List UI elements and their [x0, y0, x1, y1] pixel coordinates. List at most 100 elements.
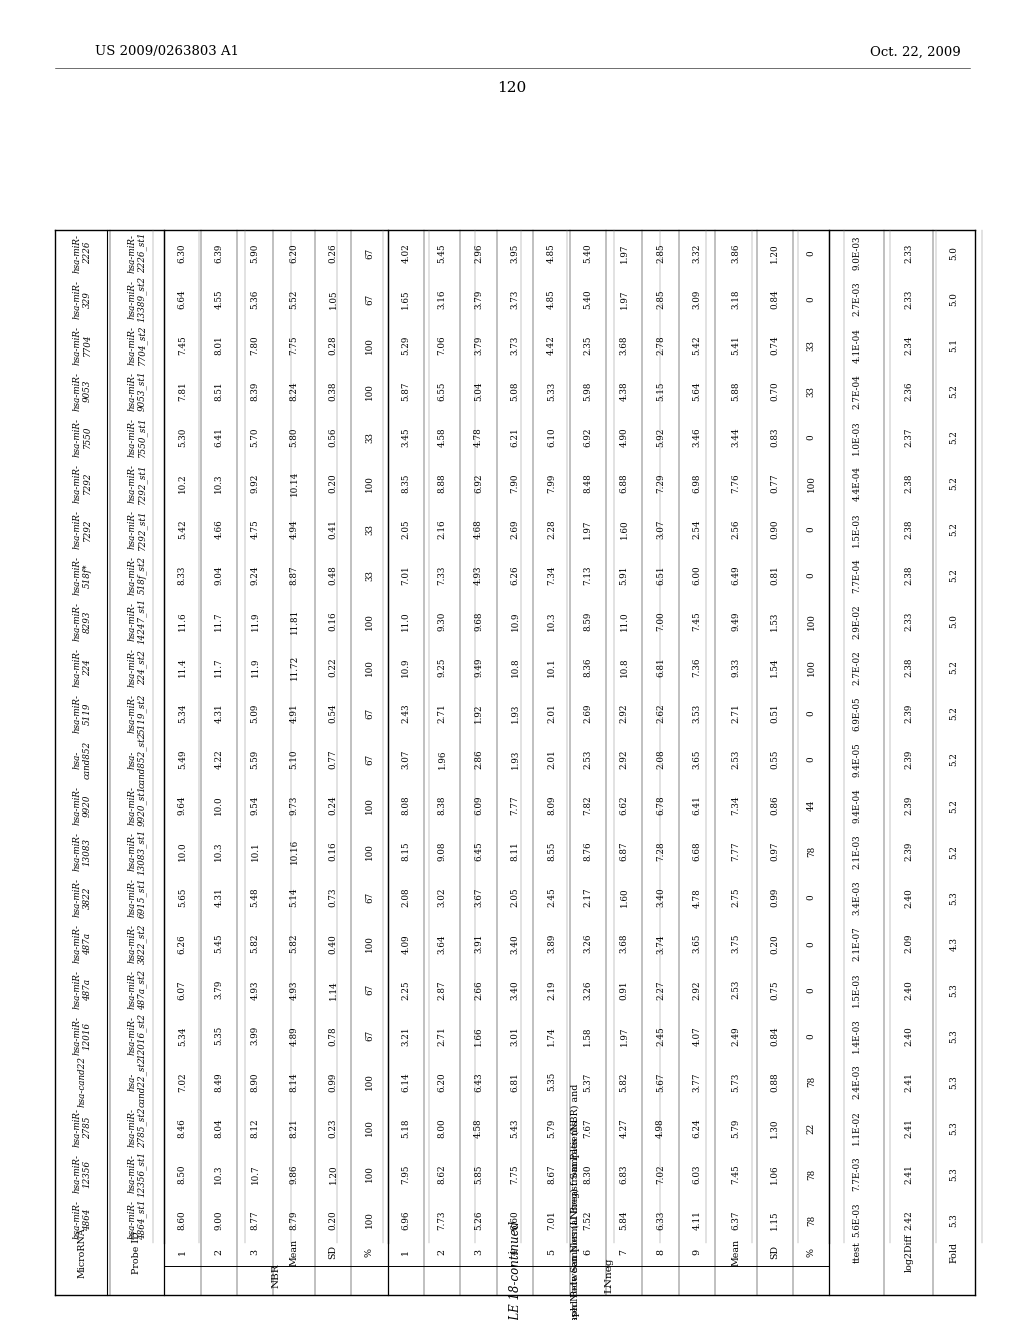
Text: 8.21: 8.21 [290, 1118, 299, 1138]
Text: 3.86: 3.86 [731, 243, 740, 263]
Text: 5.2: 5.2 [949, 660, 958, 675]
Text: 5.49: 5.49 [178, 750, 186, 770]
Text: 5.15: 5.15 [656, 381, 665, 401]
Text: 0.23: 0.23 [329, 1118, 338, 1138]
Text: 2.56: 2.56 [731, 520, 740, 539]
Text: 8.49: 8.49 [214, 1072, 223, 1092]
Text: 7.02: 7.02 [656, 1164, 665, 1184]
Text: 5.45: 5.45 [214, 935, 223, 953]
Text: 33: 33 [365, 432, 374, 442]
Text: 8.08: 8.08 [401, 796, 411, 816]
Text: 0.77: 0.77 [770, 474, 779, 494]
Text: 10.9: 10.9 [511, 611, 519, 631]
Text: 5.35: 5.35 [547, 1072, 556, 1092]
Text: 10.1: 10.1 [251, 842, 260, 862]
Text: hsa-miR-
487a: hsa-miR- 487a [73, 970, 91, 1010]
Text: 4.1E-04: 4.1E-04 [852, 327, 861, 363]
Text: 0: 0 [807, 434, 816, 440]
Text: 6.30: 6.30 [178, 243, 186, 263]
Text: 0.22: 0.22 [329, 657, 338, 677]
Text: 4.85: 4.85 [547, 289, 556, 309]
Text: 3.45: 3.45 [401, 428, 411, 447]
Text: 5.08: 5.08 [511, 381, 519, 401]
Text: 2.39: 2.39 [904, 704, 913, 723]
Text: 7.00: 7.00 [656, 611, 665, 631]
Text: 5.48: 5.48 [251, 888, 260, 907]
Text: hsa-miR-
329: hsa-miR- 329 [73, 280, 91, 318]
Text: hsa-
cand22_st2: hsa- cand22_st2 [127, 1056, 146, 1107]
Text: 3.68: 3.68 [620, 335, 629, 355]
Text: 8.01: 8.01 [214, 335, 223, 355]
Text: 5.3: 5.3 [949, 1121, 958, 1135]
Text: 10.9: 10.9 [401, 657, 411, 677]
Text: 2.33: 2.33 [904, 611, 913, 631]
Text: 0: 0 [807, 987, 816, 993]
Text: 8.79: 8.79 [290, 1210, 299, 1230]
Text: 2.71: 2.71 [731, 704, 740, 723]
Text: 5.2: 5.2 [949, 477, 958, 490]
Text: 8.11: 8.11 [511, 842, 519, 862]
Text: 4.75: 4.75 [251, 520, 260, 539]
Text: 5.67: 5.67 [656, 1072, 665, 1092]
Text: 5.2: 5.2 [949, 430, 958, 444]
Text: 7.77: 7.77 [511, 796, 519, 816]
Text: 33: 33 [807, 385, 816, 396]
Text: 7.02: 7.02 [178, 1072, 186, 1092]
Text: 10.14: 10.14 [290, 470, 299, 496]
Text: 67: 67 [365, 1030, 374, 1041]
Text: 1.5E-03: 1.5E-03 [852, 512, 861, 546]
Text: 8.14: 8.14 [290, 1072, 299, 1092]
Text: 5.18: 5.18 [401, 1118, 411, 1138]
Text: 10.3: 10.3 [547, 611, 556, 631]
Text: 8.39: 8.39 [251, 381, 260, 401]
Text: 0.97: 0.97 [770, 842, 779, 862]
Text: 2.05: 2.05 [401, 520, 411, 539]
Text: 3.26: 3.26 [584, 979, 592, 999]
Text: 2.39: 2.39 [904, 750, 913, 770]
Text: 7.45: 7.45 [731, 1164, 740, 1184]
Text: 4.09: 4.09 [401, 933, 411, 953]
Text: 2: 2 [437, 1249, 446, 1255]
Text: 100: 100 [365, 797, 374, 814]
Text: 3: 3 [474, 1249, 483, 1255]
Text: 5.84: 5.84 [620, 1210, 629, 1230]
Text: 7.28: 7.28 [656, 842, 665, 862]
Text: 9.54: 9.54 [251, 796, 260, 816]
Text: 33: 33 [807, 339, 816, 351]
Text: hsa-miR-
2785_st2: hsa-miR- 2785_st2 [127, 1107, 146, 1148]
Text: hsa-miR-
518f*: hsa-miR- 518f* [73, 556, 91, 595]
Text: 1.15: 1.15 [770, 1210, 779, 1230]
Text: 4.27: 4.27 [620, 1118, 629, 1138]
Text: 5.52: 5.52 [290, 289, 299, 309]
Text: 7.34: 7.34 [731, 796, 740, 816]
Text: 0.88: 0.88 [770, 1072, 779, 1092]
Text: 5.3: 5.3 [949, 1028, 958, 1043]
Text: 4.4E-04: 4.4E-04 [852, 466, 861, 500]
Text: 6.81: 6.81 [656, 657, 665, 677]
Text: 2.4E-03: 2.4E-03 [852, 1064, 861, 1100]
Text: 5.34: 5.34 [178, 1026, 186, 1045]
Text: 4.42: 4.42 [547, 335, 556, 355]
Text: 4.31: 4.31 [214, 888, 223, 907]
Text: 1.96: 1.96 [437, 750, 446, 770]
Text: 2.38: 2.38 [904, 474, 913, 492]
Text: 6.26: 6.26 [178, 933, 186, 953]
Text: 4.02: 4.02 [401, 243, 411, 263]
Text: 5.2: 5.2 [949, 752, 958, 767]
Text: 2.35: 2.35 [584, 335, 592, 355]
Text: hsa-miR-
2226: hsa-miR- 2226 [73, 234, 91, 272]
Text: 67: 67 [365, 985, 374, 995]
Text: hsa-miR-
224_st2: hsa-miR- 224_st2 [127, 648, 146, 686]
Text: 6.96: 6.96 [401, 1210, 411, 1230]
Text: 8.46: 8.46 [178, 1118, 186, 1138]
Text: 3.99: 3.99 [251, 1026, 260, 1045]
Text: 5.85: 5.85 [474, 1164, 483, 1184]
Text: 6.9E-05: 6.9E-05 [852, 696, 861, 731]
Text: 6.14: 6.14 [401, 1072, 411, 1092]
Text: 6.33: 6.33 [656, 1210, 665, 1230]
Text: 2.01: 2.01 [547, 750, 556, 770]
Text: 3.21: 3.21 [401, 1026, 411, 1045]
Text: 10.1: 10.1 [547, 657, 556, 677]
Text: hsa-miR-
9053_st1: hsa-miR- 9053_st1 [127, 371, 146, 412]
Text: 2.45: 2.45 [656, 1026, 665, 1045]
